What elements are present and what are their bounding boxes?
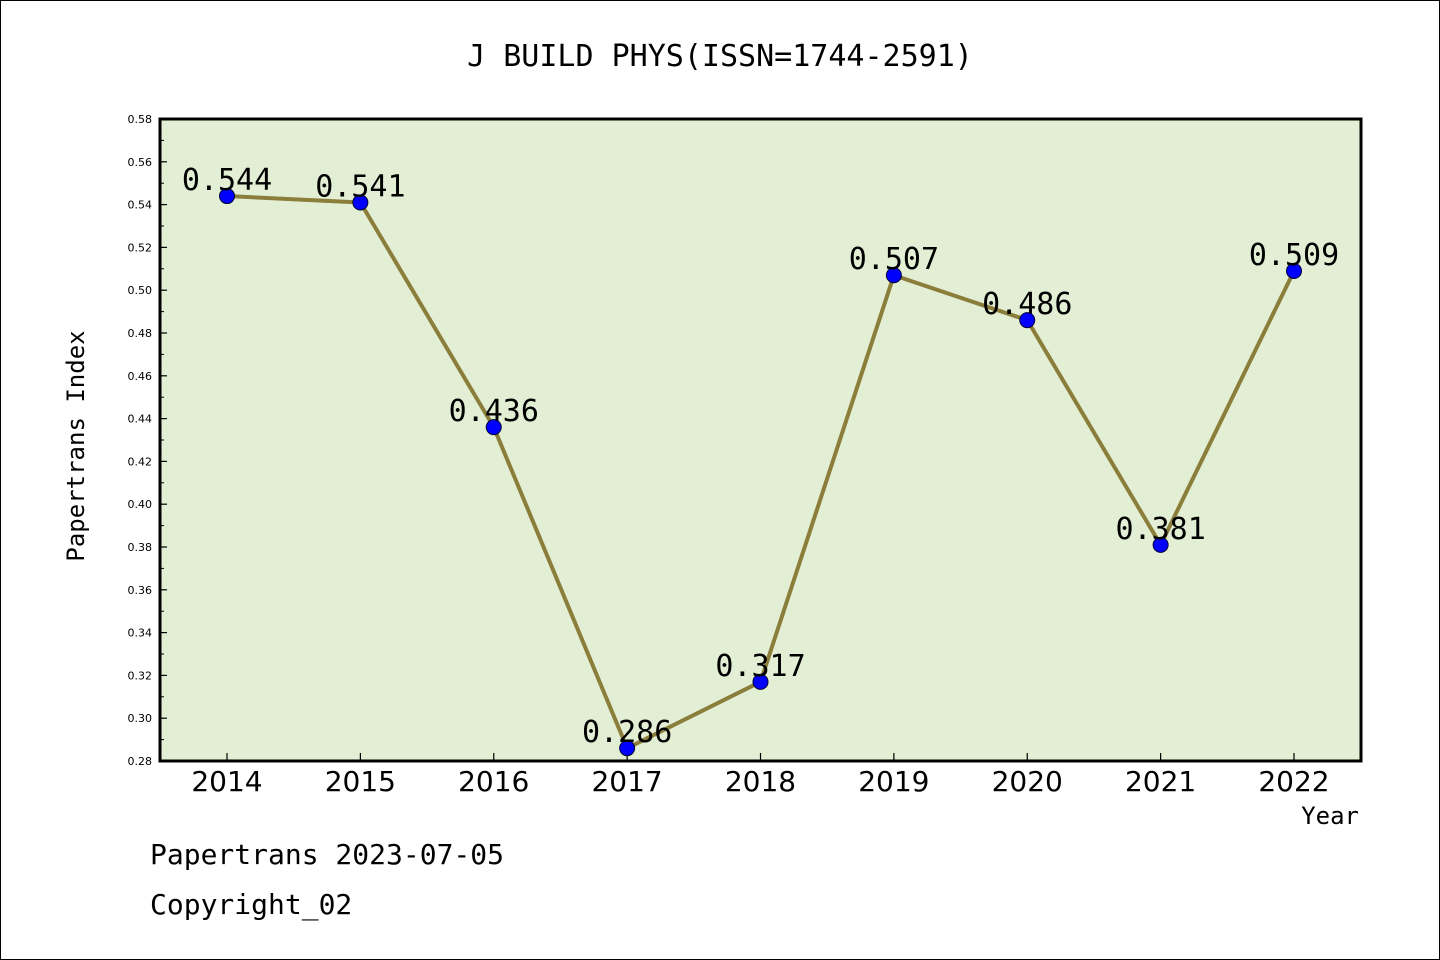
data-markers xyxy=(219,188,1302,757)
x-tick-label: 2018 xyxy=(725,765,796,798)
data-label-2022: 0.509 xyxy=(1249,238,1339,273)
x-tick-label: 2021 xyxy=(1125,765,1196,798)
x-tick-label: 2022 xyxy=(1258,765,1329,798)
x-axis: 2014 2015 2016 2017 2018 2019 2020 2021 2022 xyxy=(191,753,1330,798)
data-point-2015 xyxy=(352,194,369,211)
data-point-2014 xyxy=(219,188,235,205)
data-point-2017 xyxy=(619,740,636,757)
y-tick-label: 0.36 xyxy=(128,584,153,597)
y-tick-label: 0.42 xyxy=(128,455,153,468)
data-label-2021: 0.381 xyxy=(1115,512,1205,547)
data-point-2020 xyxy=(1019,312,1036,329)
x-tick-label: 2019 xyxy=(858,765,929,798)
y-axis: 0.28 0.30 0.32 0.34 0.36 0.38 0.40 0.42 0.44 0.46… xyxy=(128,113,167,768)
data-label-2018: 0.317 xyxy=(715,649,805,684)
y-tick-label: 0.38 xyxy=(128,541,153,554)
y-tick-label: 0.50 xyxy=(128,284,153,297)
data-point-2016 xyxy=(485,419,502,436)
y-tick-label: 0.30 xyxy=(128,712,153,725)
x-axis-label: Year xyxy=(1301,802,1359,830)
data-point-2021 xyxy=(1152,536,1169,553)
y-tick-label: 0.46 xyxy=(128,370,153,383)
y-tick-label: 0.34 xyxy=(128,627,153,640)
data-labels: 0.544 0.541 0.436 0.286 0.317 0.507 0.486 0.381… xyxy=(182,163,1339,750)
plot-area xyxy=(158,117,1363,763)
y-axis-label: Papertrans Index xyxy=(62,330,90,561)
y-tick-label: 0.52 xyxy=(128,241,153,254)
x-tick-label: 2014 xyxy=(191,765,262,798)
y-tick-label: 0.40 xyxy=(128,498,153,511)
data-point-2019 xyxy=(885,267,902,284)
data-point-2018 xyxy=(752,673,769,690)
y-tick-label: 0.28 xyxy=(128,755,153,768)
y-tick-label: 0.32 xyxy=(128,669,153,682)
data-label-2020: 0.486 xyxy=(982,287,1072,322)
chart-title: J BUILD PHYS(ISSN=1744-2591) xyxy=(467,39,973,74)
y-tick-label: 0.58 xyxy=(128,113,153,126)
x-tick-label: 2020 xyxy=(992,765,1063,798)
x-tick-label: 2016 xyxy=(458,765,529,798)
data-label-2016: 0.436 xyxy=(449,394,539,429)
footer-copyright-line: Copyright_02 xyxy=(150,888,352,922)
y-tick-label: 0.54 xyxy=(128,199,153,212)
data-label-2015: 0.541 xyxy=(315,169,405,204)
footer-date-line: Papertrans 2023-07-05 xyxy=(150,838,504,871)
data-label-2014: 0.544 xyxy=(182,163,272,198)
y-tick-label: 0.56 xyxy=(128,156,153,169)
data-label-2019: 0.507 xyxy=(849,242,939,277)
data-point-2022 xyxy=(1286,262,1302,279)
x-tick-label: 2015 xyxy=(325,765,396,798)
x-tick-label: 2017 xyxy=(591,765,662,798)
y-tick-label: 0.48 xyxy=(128,327,153,340)
data-label-2017: 0.286 xyxy=(582,715,672,750)
y-tick-label: 0.44 xyxy=(128,413,153,426)
